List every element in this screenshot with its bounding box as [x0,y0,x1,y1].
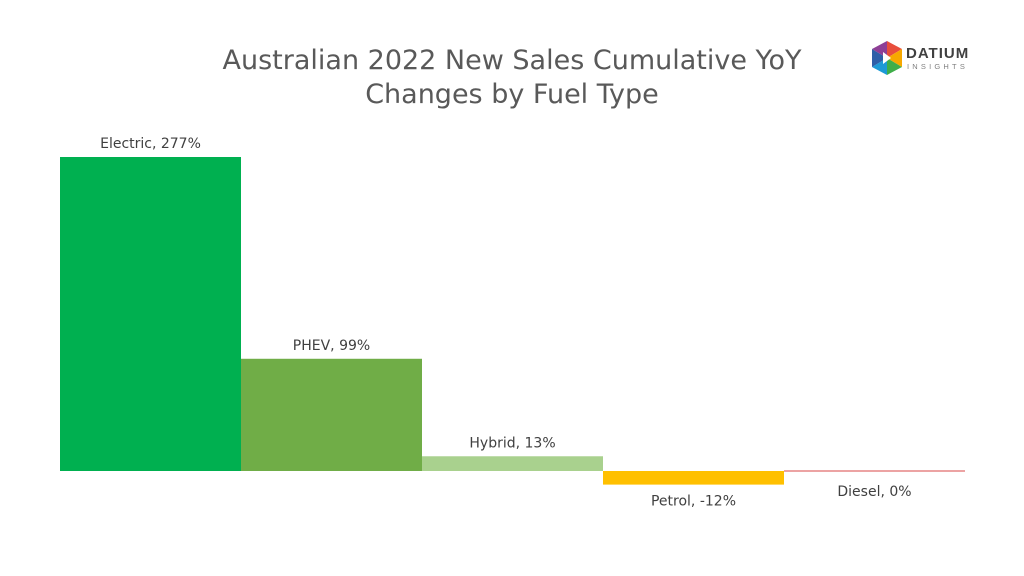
data-label-phev: PHEV, 99% [293,338,370,354]
data-label-diesel: Diesel, 0% [837,484,911,500]
bar-hybrid [422,456,603,471]
chart-title-line-2: Changes by Fuel Type [365,79,659,110]
datium-logo-mark-icon [872,41,902,75]
data-label-petrol: Petrol, -12% [651,494,736,510]
bar-petrol [603,471,784,485]
data-label-electric: Electric, 277% [100,136,201,152]
bar-diesel [784,470,965,472]
logo-wordmark: DATIUM [906,45,970,62]
bar-electric [60,157,241,471]
data-label-hybrid: Hybrid, 13% [469,435,555,451]
bar-phev [241,358,422,471]
datium-logo: DATIUM INSIGHTS [870,40,990,80]
chart-title: Australian 2022 New Sales Cumulative YoY… [0,44,1024,112]
logo-subtitle: INSIGHTS [907,62,969,71]
chart-title-line-1: Australian 2022 New Sales Cumulative YoY [222,45,802,76]
